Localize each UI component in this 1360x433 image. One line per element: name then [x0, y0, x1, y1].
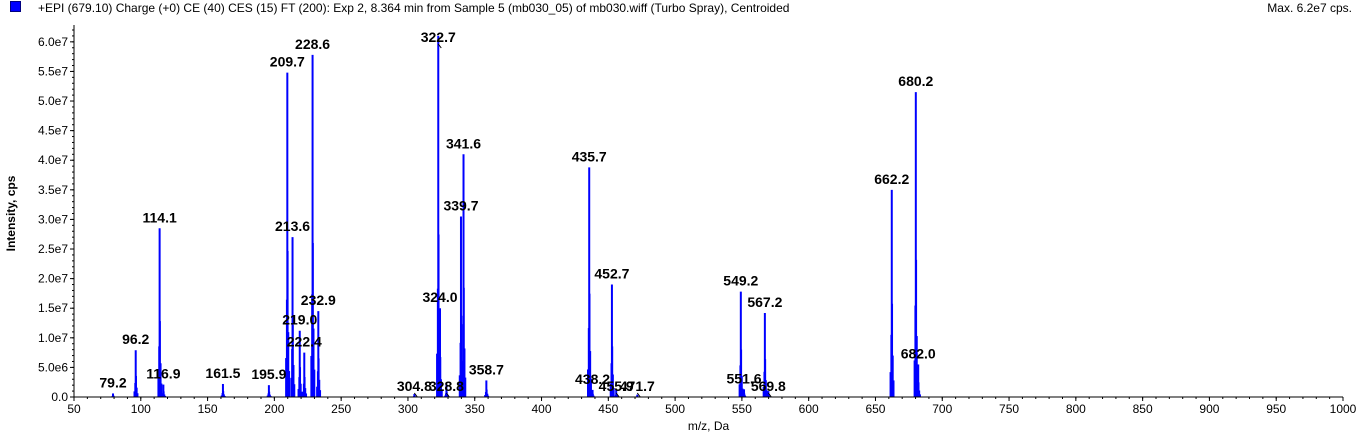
x-tick-label: 600: [799, 402, 819, 416]
y-tick-label: 5.5e7: [38, 64, 68, 78]
peak-label: 680.2: [898, 73, 933, 89]
peak-label: 551.6: [727, 370, 762, 386]
x-tick-label: 250: [331, 402, 351, 416]
x-tick-label: 700: [932, 402, 952, 416]
y-tick-label: 4.5e7: [38, 124, 68, 138]
x-tick-label: 500: [665, 402, 685, 416]
y-tick-label: 4.0e7: [38, 153, 68, 167]
peak-label: 213.6: [275, 218, 310, 234]
x-tick-label: 800: [1066, 402, 1086, 416]
spectrum-header: +EPI (679.10) Charge (+0) CE (40) CES (1…: [0, 0, 1360, 18]
y-tick-label: 3.5e7: [38, 183, 68, 197]
peak-label: 471.7: [620, 378, 655, 394]
peak-label: 79.2: [99, 374, 126, 390]
peak-label: 339.7: [443, 197, 478, 213]
peak-label: 322.7: [421, 29, 456, 45]
peak-callouts: 322.7 228.6 209.7 680.2 341.6 435.7 662.2 339.7…: [99, 29, 936, 398]
x-tick-label: 100: [131, 402, 151, 416]
peak-label: 195.9: [251, 366, 286, 382]
x-tick-label: 650: [865, 402, 885, 416]
y-axis-title: Intensity, cps: [4, 175, 18, 251]
peak-label: 328.8: [429, 378, 464, 394]
y-tick-label: 0.0: [51, 390, 68, 404]
peak-label: 341.6: [446, 135, 481, 151]
y-tick-label: 5.0e7: [38, 94, 68, 108]
x-tick-label: 850: [1133, 402, 1153, 416]
peak-label: 452.7: [594, 266, 629, 282]
peak-label: 96.2: [122, 331, 149, 347]
x-tick-label: 200: [264, 402, 284, 416]
peak-bars: [110, 35, 921, 397]
peak-label: 435.7: [572, 148, 607, 164]
peak-label: 116.9: [146, 366, 180, 382]
y-ticks: 0.0 5.0e6 1.0e7 1.5e7 2.0e7 2.5e7 3.0e7 3.5e7 4.…: [38, 29, 74, 404]
peak-leader-line: [767, 392, 772, 398]
y-tick-label: 1.5e7: [38, 301, 68, 315]
x-tick-label: 550: [732, 402, 752, 416]
peak-label: 567.2: [747, 294, 782, 310]
peak-label: 569.8: [751, 378, 786, 394]
series-color-swatch: [10, 1, 21, 12]
peak-label: 324.0: [422, 289, 457, 305]
peak-label: 232.9: [301, 292, 336, 308]
peak-label: 549.2: [723, 273, 758, 289]
peak-label: 219.0: [282, 312, 317, 328]
x-tick-label: 1000: [1330, 402, 1357, 416]
peak-label: 228.6: [295, 36, 330, 52]
x-tick-label: 400: [532, 402, 552, 416]
peak-label: 662.2: [874, 171, 909, 187]
y-tick-label: 2.5e7: [38, 242, 68, 256]
x-tick-label: 50: [67, 402, 81, 416]
x-tick-label: 750: [999, 402, 1019, 416]
peak-leader-line: [446, 392, 450, 398]
peak-label: 114.1: [142, 209, 176, 225]
peak-label: 455.9: [599, 378, 634, 394]
x-tick-label: 300: [398, 402, 418, 416]
peak-leader-line: [437, 43, 442, 49]
spectrum-title: +EPI (679.10) Charge (+0) CE (40) CES (1…: [38, 1, 790, 15]
peak-label: 358.7: [469, 361, 504, 377]
x-axis-title: m/z, Da: [688, 419, 730, 433]
peak-label: 682.0: [901, 345, 936, 361]
peak-label: 438.2: [575, 371, 610, 387]
peak-leader-line: [413, 392, 418, 398]
peak-label: 304.8: [397, 378, 432, 394]
x-tick-label: 950: [1266, 402, 1286, 416]
x-tick-label: 900: [1199, 402, 1219, 416]
x-ticks: 50 100 150 200 250 300 350 400 450 500 550 600 650 70…: [67, 397, 1357, 416]
peak-label: 222.4: [287, 334, 322, 350]
y-tick-label: 1.0e7: [38, 331, 68, 345]
y-tick-label: 5.0e6: [38, 360, 68, 374]
y-tick-label: 3.0e7: [38, 212, 68, 226]
peak-label: 161.5: [205, 365, 240, 381]
axes: [73, 25, 1343, 398]
peak-leader-line: [636, 392, 641, 398]
x-tick-label: 350: [465, 402, 485, 416]
x-tick-label: 450: [598, 402, 618, 416]
peak-label: 209.7: [270, 54, 305, 70]
peak-leader-line: [615, 392, 620, 398]
y-tick-label: 2.0e7: [38, 272, 68, 286]
max-intensity-label: Max. 6.2e7 cps.: [1267, 1, 1352, 15]
x-tick-label: 150: [198, 402, 218, 416]
y-tick-label: 6.0e7: [38, 35, 68, 49]
